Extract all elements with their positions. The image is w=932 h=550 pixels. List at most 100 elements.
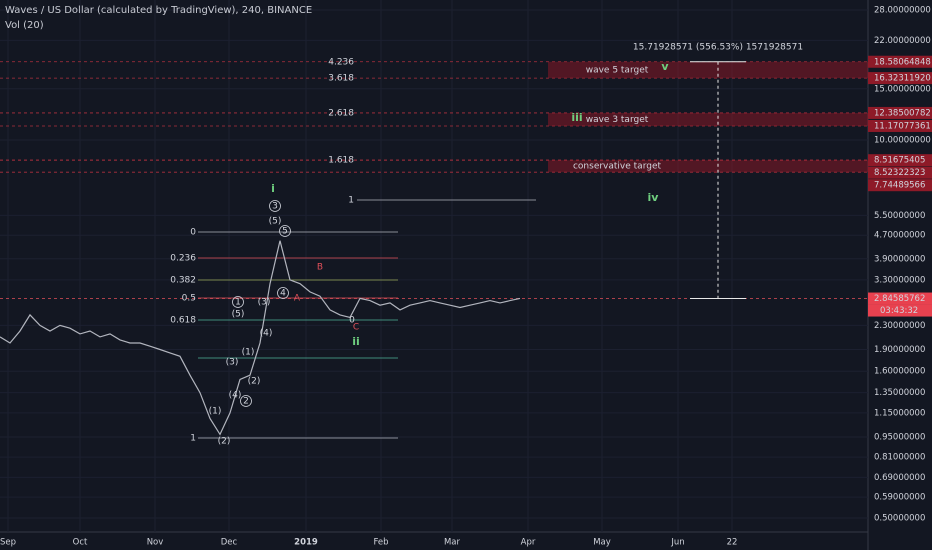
wave-label: (4) [229, 391, 242, 401]
wave-label: 2 [243, 397, 249, 407]
price-tick-label: 0.59000000 [874, 493, 925, 503]
wave-label: (2) [248, 377, 261, 387]
time-tick-label: Mar [444, 538, 461, 548]
target-label: wave 3 target [586, 115, 649, 125]
price-tag [868, 154, 932, 167]
price-tick-label: 0.81000000 [874, 453, 925, 463]
wave-label: (1) [209, 407, 222, 417]
wave-label: B [317, 263, 323, 273]
countdown: 03:43:32 [880, 306, 918, 316]
labels: 28.00000000 22.00000000 15.00000000 10.0000… [0, 6, 932, 548]
price-tag-label: 8.51675405 [874, 156, 925, 166]
retracement-label: 1 [190, 434, 196, 444]
price-tag [868, 72, 932, 85]
target-zone [548, 61, 868, 79]
wave-label: (1) [242, 348, 255, 358]
grid [0, 0, 868, 532]
time-tick-label: Apr [521, 538, 536, 548]
target-zone [548, 112, 868, 126]
price-tick-label: 1.35000000 [874, 388, 925, 398]
wave-circle [277, 287, 289, 299]
retracement-label: 0.5 [182, 294, 196, 304]
price-tag-label: 8.52322323 [874, 168, 925, 178]
target-label: wave 5 target [586, 65, 649, 75]
retracement-label: 0.618 [170, 316, 196, 326]
countdown-tag [868, 304, 932, 317]
price-tick-label: 22.00000000 [874, 36, 931, 46]
time-tick-label: Dec [221, 538, 238, 548]
plot [0, 240, 521, 436]
price-tick-label: 2.30000000 [874, 321, 925, 331]
retracement-label: 0 [190, 228, 196, 238]
price-tick-label: 3.30000000 [874, 275, 925, 285]
target-zone [548, 160, 868, 173]
wave-label: v [661, 60, 669, 73]
time-tick-label: Oct [73, 538, 88, 548]
extension-label: 2.618 [328, 108, 354, 118]
price-tag-label: 2.84585762 [874, 294, 925, 304]
price-tick-label: 3.90000000 [874, 254, 925, 264]
price-tag-label: 12.38500782 [874, 108, 931, 118]
price-tag [868, 179, 932, 192]
price-tick-label: 4.70000000 [874, 231, 925, 241]
indicator-label: Vol (20) [5, 20, 44, 31]
time-tick-label: May [593, 538, 611, 548]
target-label: conservative target [573, 162, 662, 172]
extension-label: 4.236 [328, 57, 354, 67]
wave-label: (5) [232, 310, 245, 320]
wave-circle [240, 395, 252, 407]
retracement-label: 0.236 [170, 254, 196, 264]
price-tick-label: 15.00000000 [874, 84, 931, 94]
wave-label: 0 [349, 316, 355, 326]
price-line [0, 240, 521, 436]
wave-label: 4 [280, 289, 286, 299]
price-tick-label: 28.00000000 [874, 6, 931, 16]
price-tag-label: 16.32311920 [874, 74, 931, 84]
price-tick-label: 0.95000000 [874, 432, 925, 442]
price-tick-label: 1.90000000 [874, 345, 925, 355]
price-tag-label: 7.74489566 [874, 181, 925, 191]
retracement-label: 0.382 [170, 276, 196, 286]
time-tick-label: Feb [373, 538, 388, 548]
extension-label: 1.618 [328, 156, 354, 166]
price-tag-label: 11.17077361 [874, 121, 931, 131]
price-tick-label: 0.50000000 [874, 514, 925, 524]
price-tag [868, 119, 932, 132]
wave-label: 1 [235, 298, 241, 308]
price-tick-label: 1.60000000 [874, 367, 925, 377]
price-tag [868, 292, 932, 305]
extension-label: 1 [348, 196, 354, 206]
wave-circle [269, 200, 281, 212]
wave-label: iii [571, 111, 582, 124]
price-tick-label: 0.69000000 [874, 473, 925, 483]
time-tick-label: Sep [0, 538, 16, 548]
price-tick-label: 1.15000000 [874, 408, 925, 418]
price-tick-label: 5.50000000 [874, 211, 925, 221]
price-tag [868, 55, 932, 68]
price-tick-label: 10.00000000 [874, 135, 931, 145]
wave-label: A [294, 294, 301, 304]
wave-label: (4) [260, 329, 273, 339]
wave-label: (3) [258, 298, 271, 308]
price-tag [868, 166, 932, 179]
wave-label: (3) [226, 358, 239, 368]
levels [0, 61, 868, 439]
wave-circle [232, 296, 244, 308]
price-tag-label: 18.58064848 [874, 57, 931, 67]
wave-label: iv [648, 191, 660, 204]
time-tick-label: 22 [727, 538, 738, 548]
extension-label: 3.618 [328, 74, 354, 84]
wave-label: 3 [272, 202, 278, 212]
wave-label: (5) [269, 217, 282, 227]
chart-title: Waves / US Dollar (calculated by Trading… [5, 5, 312, 16]
wave-label: C [353, 323, 359, 333]
wave-label: ii [352, 335, 360, 348]
time-tick-label: Nov [147, 538, 164, 548]
time-tick-label: Jun [670, 538, 684, 548]
wave-circle [279, 225, 291, 237]
time-tick-label: 2019 [294, 538, 318, 548]
wave-label: 5 [282, 227, 288, 237]
wave-label: (2) [218, 437, 231, 447]
